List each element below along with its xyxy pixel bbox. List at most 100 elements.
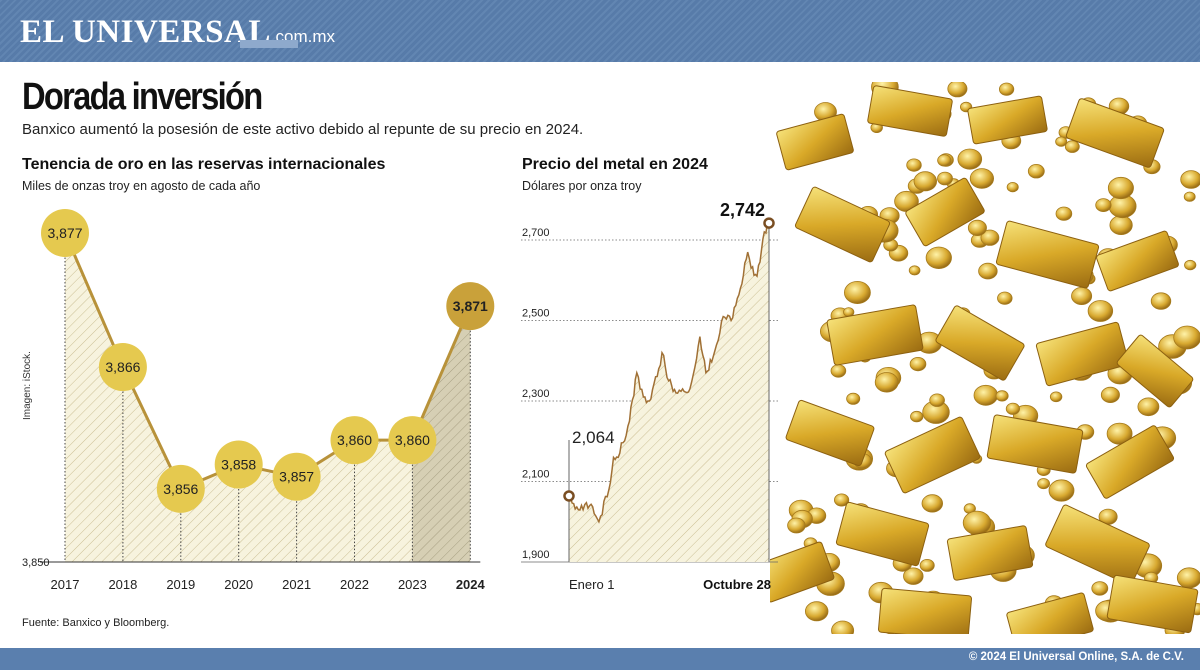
gold-coin [969,168,994,189]
gold-bar [986,414,1084,474]
holdings-year-label: 2020 [224,577,253,592]
gold-bar [935,305,1025,381]
gold-coin [1106,422,1133,445]
right-chart-title: Precio del metal en 2024 [522,156,708,173]
price-x-end-label: Octubre 28 [703,577,771,592]
holdings-point [214,440,263,489]
price-tick-label: 2,300 [522,388,550,400]
gold-bar [826,304,924,366]
gold-coin [1006,182,1019,193]
gold-coin [913,171,938,192]
gold-coin [1027,163,1045,179]
gold-bar [867,85,953,137]
gold-photo-svg [770,82,1200,634]
gold-coin [846,392,861,405]
gold-coin [1137,397,1160,417]
gold-bar [776,113,854,171]
gold-coin [921,494,944,513]
holdings-point [446,282,495,331]
gold-bar [770,541,835,603]
holdings-value-label: 3,857 [279,469,314,485]
price-line [568,222,770,524]
gold-bar [1006,592,1094,634]
left-chart-subtitle: Miles de onzas troy en agosto de cada añ… [22,179,261,193]
holdings-area [65,233,413,562]
holdings-point [330,416,379,465]
gold-coin [999,82,1015,96]
gold-coin [929,393,945,407]
gold-coin [1087,300,1114,322]
holdings-year-label: 2017 [51,577,80,592]
right-chart-subtitle: Dólares por onza troy [522,179,642,193]
gold-coin [1048,479,1075,502]
gold-bar [905,177,985,247]
gold-coin [937,171,953,186]
holdings-year-label: 2023 [398,577,427,592]
holdings-point [156,464,205,513]
holdings-baseline-label: 3,850 [22,557,50,569]
holdings-point [272,452,321,501]
holdings-value-label: 3,856 [163,481,198,497]
price-end-marker [763,217,775,229]
gold-coin [967,219,987,236]
gold-bar [967,95,1048,145]
gold-coin [995,390,1009,402]
gold-bar [794,186,891,263]
price-chart: 2,700 2,500 2,300 2,100 1,900 2,064 2,742 Enero… [521,200,778,592]
gold-coin [957,148,983,170]
gold-bar [995,220,1100,289]
gold-coin [1037,478,1051,490]
gold-coin [1055,206,1073,221]
gold-coin [919,558,935,572]
price-start-label: 2,064 [572,428,615,447]
holdings-area-highlight [412,306,471,562]
gold-coin [906,158,922,172]
gold-coin [1150,292,1172,310]
gold-bar [884,416,981,494]
gold-coin [1100,386,1120,403]
holdings-line-2024 [411,305,472,441]
source-note: Fuente: Banxico y Bloomberg. [22,617,170,629]
gold-bar [946,525,1034,581]
price-area [569,223,769,562]
gold-coin [1005,402,1020,415]
holdings-year-label: 2018 [108,577,137,592]
page-title: Dorada inversión [22,76,263,118]
holdings-value-label: 3,858 [221,457,256,473]
gold-bar [1035,321,1130,387]
header-bar: EL UNIVERSAL.com.mx [0,0,1200,62]
gold-bar [1045,504,1150,586]
gold-coin [908,265,921,276]
price-tick-label: 2,700 [522,227,550,239]
gold-coin [978,262,998,280]
holdings-point [98,343,147,392]
holdings-value-label: 3,866 [105,359,140,375]
gold-coin [1095,198,1112,212]
price-tick-label: 2,500 [522,308,550,320]
gold-coin [1173,325,1200,350]
gold-coin [1049,391,1063,403]
gold-coin [805,601,829,622]
gold-bar [878,587,972,634]
logo-text: EL UNIVERSAL [20,14,271,50]
holdings-value-label: 3,877 [47,225,82,241]
gold-coin [1055,136,1068,147]
gold-coin [910,410,924,423]
holdings-value-label: 3,860 [337,432,372,448]
gold-bar [785,399,875,467]
price-tick-label: 1,900 [522,549,550,561]
copyright-text: © 2024 El Universal Online, S.A. de C.V. [968,651,1184,663]
holdings-point [41,209,89,257]
gold-bar [1096,230,1179,292]
gold-bar [1106,574,1199,634]
gold-coin [1064,140,1080,153]
footer-bar: © 2024 El Universal Online, S.A. de C.V. [0,648,1200,670]
holdings-point [388,416,437,465]
gold-coin [1183,191,1196,202]
gold-coin [834,493,850,507]
gold-bar [1085,425,1175,499]
left-chart-title: Tenencia de oro en las reservas internac… [22,156,386,173]
gold-coin [997,291,1013,305]
gold-coin [844,280,871,304]
